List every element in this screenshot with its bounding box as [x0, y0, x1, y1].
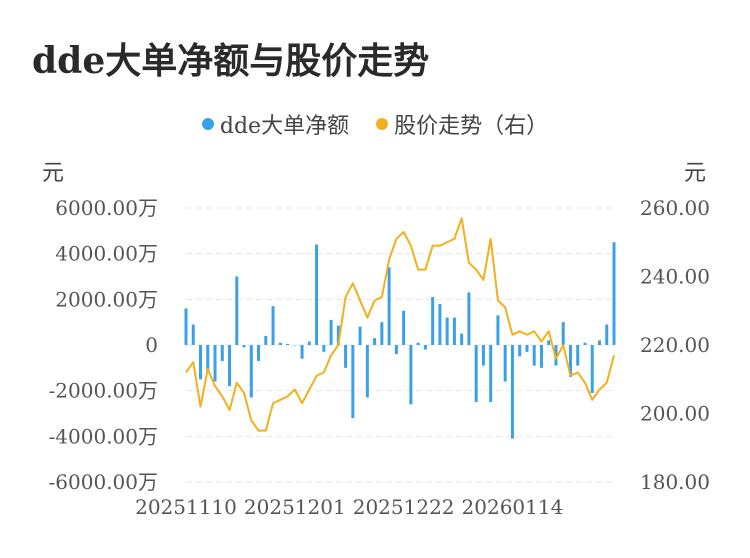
dde-bar: [315, 244, 319, 345]
dde-bar: [351, 345, 355, 419]
dde-bar: [199, 345, 203, 380]
legend-label-dde: dde大单净额: [219, 114, 350, 139]
dde-bar: [402, 310, 406, 345]
bar-series-dde: [184, 242, 616, 439]
dde-bar: [286, 343, 290, 345]
dde-bar: [452, 317, 456, 345]
dde-bar: [568, 345, 572, 377]
dde-bar: [293, 345, 297, 346]
dde-bar: [228, 345, 232, 387]
dde-bar: [532, 345, 536, 366]
left-tick-label: 6000.00万: [55, 196, 158, 220]
dde-bar: [307, 341, 311, 345]
dde-bar: [481, 345, 485, 366]
dde-bar: [235, 276, 239, 345]
dde-bar: [344, 345, 348, 368]
left-tick-label: -4000.00万: [49, 424, 158, 448]
chart-title: dde大单净额与股价走势: [32, 40, 430, 82]
legend-dot-dde: [201, 118, 214, 130]
dde-bar: [358, 326, 362, 345]
dde-bar: [438, 303, 442, 345]
dde-bar: [539, 345, 543, 368]
dde-bar: [365, 345, 369, 398]
dde-bar: [271, 306, 275, 345]
x-tick-label: 20251201: [244, 495, 346, 519]
dde-bar: [547, 340, 551, 345]
x-tick-label: 20260114: [462, 495, 564, 519]
left-tick-label: -2000.00万: [49, 379, 158, 403]
dde-bar: [445, 317, 449, 345]
dde-bar: [329, 319, 333, 345]
dde-bar: [394, 345, 398, 355]
dde-bar: [213, 345, 217, 382]
dde-bar: [387, 267, 391, 345]
left-tick-label: -6000.00万: [49, 470, 158, 494]
dde-bar: [525, 345, 529, 352]
dde-bar: [249, 345, 253, 398]
right-axis-unit: 元: [684, 161, 707, 186]
dde-bar: [300, 345, 304, 359]
dde-bar: [373, 338, 377, 345]
legend-item-price[interactable]: 股价走势（右）: [376, 108, 548, 140]
legend: dde大单净额 股价走势（右）: [0, 108, 750, 140]
dde-bar: [474, 345, 478, 403]
dde-bar: [220, 345, 224, 361]
dde-bar: [612, 242, 616, 345]
dde-bar: [206, 345, 210, 373]
dde-bar: [597, 340, 601, 345]
right-tick-label: 180.00: [640, 470, 710, 494]
dde-bar: [561, 322, 565, 345]
dde-bar: [423, 345, 427, 350]
dde-bar: [416, 342, 420, 345]
dde-bar: [184, 308, 188, 345]
dde-bar: [380, 322, 384, 345]
legend-dot-price: [376, 118, 389, 130]
dde-bar: [590, 345, 594, 393]
dde-bar: [605, 324, 609, 345]
dde-bar: [409, 345, 413, 405]
dde-bar: [460, 333, 464, 345]
legend-item-dde[interactable]: dde大单净额: [201, 108, 350, 140]
dde-bar: [264, 335, 268, 345]
dde-bar: [467, 292, 471, 345]
dde-bar: [489, 345, 493, 403]
dde-bar: [583, 342, 587, 345]
dde-bar: [510, 345, 514, 439]
line-series-price: [185, 217, 615, 432]
dde-bar: [431, 297, 435, 345]
dde-bar: [496, 315, 500, 345]
right-tick-label: 260.00: [640, 196, 710, 220]
dde-bar: [336, 325, 340, 345]
x-tick-label: 20251222: [353, 495, 455, 519]
x-axis-ticks: 20251110 20251201 20251222 20260114: [135, 495, 563, 519]
left-tick-label: 2000.00万: [55, 287, 158, 311]
dde-bar: [518, 345, 522, 357]
dde-bar: [242, 345, 246, 348]
x-tick-label: 20251110: [135, 495, 237, 519]
right-axis-ticks: 260.00 240.00 220.00 200.00 180.00: [640, 196, 710, 494]
dde-bar: [576, 345, 580, 366]
right-tick-label: 240.00: [640, 265, 710, 289]
legend-label-price: 股价走势（右）: [394, 114, 549, 139]
dde-bar: [503, 345, 507, 382]
dde-bar: [278, 342, 282, 345]
left-axis-unit: 元: [42, 161, 65, 186]
dde-bar: [257, 345, 261, 361]
dde-bar: [322, 345, 326, 352]
right-tick-label: 200.00: [640, 402, 710, 426]
left-axis-ticks: 6000.00万 4000.00万 2000.00万 0 -2000.00万 -4000.…: [49, 196, 158, 494]
right-tick-label: 220.00: [640, 333, 710, 357]
left-tick-label: 0: [145, 333, 158, 357]
dde-bar: [191, 324, 195, 345]
left-tick-label: 4000.00万: [55, 242, 158, 266]
